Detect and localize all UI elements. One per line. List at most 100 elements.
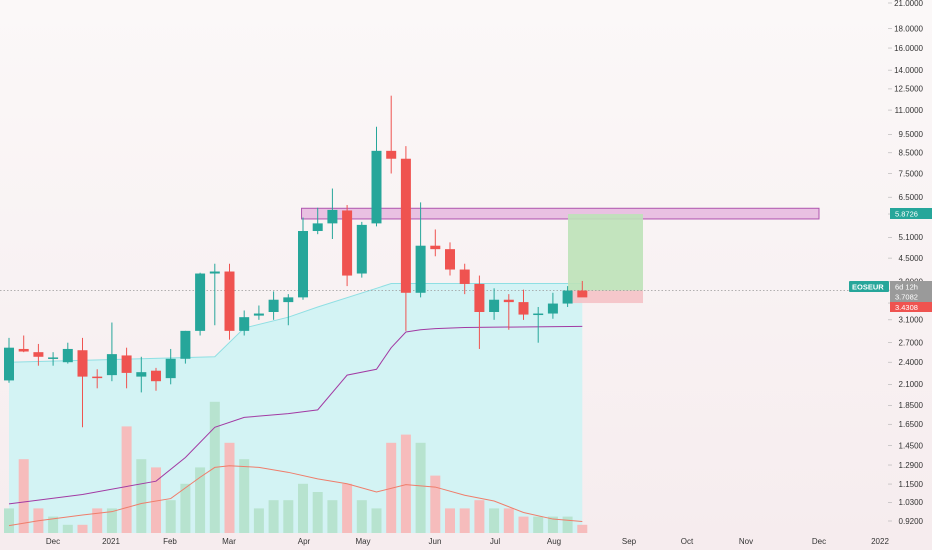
volume-bar — [268, 500, 279, 533]
y-tick-label: 1.8500 — [899, 401, 924, 410]
candle-body — [224, 271, 235, 331]
candle-body — [445, 249, 455, 270]
y-tick-label: 1.0300 — [899, 498, 924, 507]
candle-layer — [4, 95, 588, 428]
volume-bar — [400, 434, 411, 533]
x-tick-label: Apr — [298, 537, 311, 546]
candle-body — [327, 209, 338, 224]
y-tick-label: 14.0000 — [894, 66, 923, 75]
volume-bar — [151, 467, 161, 533]
candle-body — [342, 210, 353, 276]
candle-body — [547, 303, 558, 314]
x-tick-label: Sep — [622, 537, 637, 546]
volume-bar — [518, 516, 529, 533]
volume-bar — [48, 516, 59, 533]
candle-body — [121, 355, 132, 373]
band-layer — [8, 283, 583, 533]
candle-body — [33, 352, 44, 357]
price-label-layer: EOSEUR 5.8726 6d 12h 3.7082 3.4308 — [849, 208, 932, 312]
candle-body — [415, 245, 426, 293]
volume-bar — [312, 492, 323, 533]
volume-bar — [4, 508, 14, 533]
candle-body — [562, 290, 573, 304]
volume-bar — [298, 483, 308, 533]
moving-average-line — [8, 325, 583, 505]
volume-bar — [165, 500, 176, 533]
last-price-badge: 6d 12h 3.7082 — [890, 281, 932, 303]
volume-bar — [253, 508, 264, 533]
indicator-layer — [8, 325, 583, 527]
candle-body — [209, 271, 220, 274]
y-tick-label: 1.4500 — [899, 441, 924, 450]
volume-bar — [62, 524, 73, 533]
volume-ma-line — [8, 465, 583, 527]
candle-body — [77, 350, 88, 377]
x-tick-label: Oct — [681, 537, 694, 546]
x-tick-label: Feb — [163, 537, 177, 546]
volume-bar — [474, 500, 485, 533]
resistance-zone — [301, 207, 820, 220]
volume-bar — [489, 508, 500, 533]
volume-bar — [195, 467, 206, 533]
x-tick-label: Aug — [547, 537, 561, 546]
volume-bar — [180, 483, 191, 533]
candle-body — [195, 273, 206, 331]
x-tick-label: Jun — [429, 537, 442, 546]
y-tick-label: 21.0000 — [894, 0, 923, 8]
candle-body — [92, 376, 103, 379]
candle-body — [489, 299, 500, 312]
y-tick-label: 1.1500 — [899, 480, 924, 489]
target-zone — [568, 214, 643, 291]
candle-body — [62, 348, 73, 363]
candle-body — [48, 357, 59, 359]
x-tick-label: Jul — [490, 537, 500, 546]
y-tick-label: 11.0000 — [895, 106, 924, 115]
candle-body — [151, 370, 161, 382]
volume-bar — [430, 475, 441, 533]
y-tick-label: 2.7000 — [899, 339, 924, 348]
candle-body — [356, 224, 367, 274]
volume-bar — [577, 524, 588, 533]
volume-bar — [445, 508, 455, 533]
volume-bar — [342, 483, 353, 533]
symbol-badge: EOSEUR — [849, 281, 889, 292]
volume-bar — [356, 500, 367, 533]
last-price-label: 3.7082 — [895, 293, 918, 302]
candle-body — [459, 269, 470, 284]
x-tick-label: Nov — [739, 537, 753, 546]
x-tick-label: Dec — [812, 537, 826, 546]
volume-bar — [224, 442, 235, 533]
y-tick-label: 9.5000 — [899, 130, 924, 139]
volume-bar — [327, 500, 338, 533]
target-price-label: 5.8726 — [895, 210, 918, 219]
volume-bar — [92, 508, 103, 533]
y-tick-label: 0.9200 — [899, 517, 924, 526]
candle-body — [136, 372, 147, 377]
y-tick-label: 8.5000 — [899, 149, 924, 158]
target-price-badge: 5.8726 — [890, 208, 932, 219]
x-tick-label: May — [355, 537, 370, 546]
x-tick-label: 2022 — [871, 537, 889, 546]
candle-body — [312, 223, 323, 232]
stop-price-badge: 3.4308 — [890, 302, 932, 312]
candle-body — [533, 313, 544, 316]
y-tick-label: 16.0000 — [894, 44, 923, 53]
candle-body — [386, 150, 397, 159]
volume-bar — [371, 508, 382, 533]
candle-body — [400, 158, 411, 293]
y-tick-label: 2.4000 — [899, 358, 924, 367]
volume-bar — [283, 500, 294, 533]
candle-body — [430, 245, 441, 250]
y-tick-label: 3.1000 — [899, 316, 924, 325]
y-tick-label: 4.5000 — [899, 254, 924, 263]
candle-body — [106, 354, 117, 376]
stop-price-label: 3.4308 — [895, 303, 918, 312]
y-tick-label: 7.5000 — [899, 169, 924, 178]
y-tick-label: 6.5000 — [899, 193, 924, 202]
candle-body — [253, 313, 264, 316]
candle-body — [180, 330, 191, 359]
candle-body — [18, 348, 29, 352]
volume-bar — [533, 516, 544, 533]
candle-body — [4, 347, 14, 381]
